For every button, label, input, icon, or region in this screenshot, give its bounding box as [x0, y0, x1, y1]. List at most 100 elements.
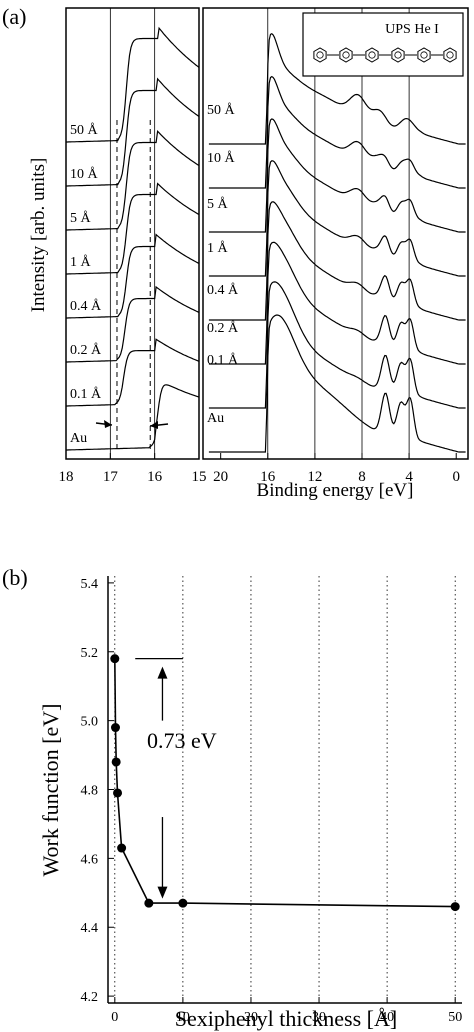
- left-y-label: Intensity [arb. units]: [28, 158, 49, 313]
- benzene-ring: [339, 47, 353, 63]
- benzene-ring: [391, 47, 405, 63]
- benzene-ring: [365, 47, 379, 63]
- b-data-point: [111, 757, 121, 767]
- b-y-label: Work function [eV]: [38, 704, 63, 877]
- right-series-label: 1 Å: [207, 240, 229, 256]
- left-curve: [66, 384, 200, 451]
- right-series-label: 50 Å: [207, 102, 236, 118]
- benzene-inner: [342, 51, 350, 59]
- left-series-labels: 50 Å 10 Å 5 Å 1 Å 0.4 Å 0.2 Å 0.1 Å Au: [70, 122, 102, 446]
- annotation-arrow-down-head: [157, 886, 168, 899]
- right-curve: [208, 32, 466, 145]
- left-tick-label: 18: [59, 469, 74, 485]
- b-data-point: [113, 788, 123, 798]
- b-data-point: [110, 723, 120, 733]
- left-curve: [66, 77, 200, 187]
- legend-frame: [302, 12, 464, 77]
- b-y-tick-label: 4.8: [81, 784, 99, 799]
- panel-label-a: (a): [2, 4, 26, 29]
- right-series-labels: 50 Å 10 Å 5 Å 1 Å 0.4 Å 0.2 Å 0.1 Å Au: [207, 102, 239, 426]
- benzene-inner: [316, 51, 324, 59]
- sexiphenyl-molecule-icon: [313, 47, 457, 63]
- benzene-inner: [420, 51, 428, 59]
- right-tick-label: 0: [452, 469, 460, 485]
- right-tick-label: 4: [405, 469, 413, 485]
- left-series-label: Au: [70, 431, 87, 446]
- right-tick-label: 8: [358, 469, 366, 485]
- panel-label-b: (b): [2, 565, 28, 590]
- b-series-line: [114, 658, 456, 908]
- b-x-tick-label: 20: [244, 1010, 258, 1025]
- b-data-point: [450, 902, 460, 912]
- left-curve: [66, 233, 200, 319]
- right-series-label: 0.2 Å: [207, 320, 239, 336]
- left-series-label: 5 Å: [70, 210, 92, 226]
- right-frame: [202, 7, 469, 460]
- right-series-label: Au: [207, 411, 224, 426]
- left-curve: [66, 26, 200, 143]
- left-curve: [66, 338, 200, 407]
- b-data-point: [144, 898, 154, 908]
- b-annotation-label: 0.73 eV: [147, 728, 217, 753]
- left-subpanel: 50 Å 10 Å 5 Å 1 Å 0.4 Å 0.2 Å 0.1 Å Au 18 17 16 15…: [28, 7, 207, 485]
- left-tick-label: 17: [103, 469, 119, 485]
- left-series-label: 0.2 Å: [70, 342, 102, 358]
- benzene-inner: [368, 51, 376, 59]
- right-curves: [208, 32, 466, 453]
- left-frame: [65, 7, 200, 460]
- right-series-label: 5 Å: [207, 196, 229, 212]
- annotation-arrow-up-head: [157, 666, 168, 679]
- b-x-tick-label: 10: [176, 1010, 190, 1025]
- right-tick-label: 12: [307, 469, 322, 485]
- b-y-tick-label: 5.4: [81, 577, 99, 592]
- left-curve: [66, 130, 200, 231]
- b-y-ticks: 4.2 4.4 4.6 4.8 5.0 5.2 5.4: [81, 577, 114, 1005]
- left-x-ticks: 18 17 16 15: [59, 453, 207, 485]
- b-y-tick-label: 5.0: [81, 715, 99, 730]
- right-tick-label: 16: [260, 469, 276, 485]
- b-data-point: [178, 898, 188, 908]
- b-data-point: [117, 843, 127, 853]
- right-curve: [208, 118, 466, 233]
- b-y-tick-label: 5.2: [81, 646, 99, 661]
- benzene-inner: [394, 51, 402, 59]
- b-y-tick-label: 4.6: [81, 852, 99, 867]
- left-series-label: 1 Å: [70, 254, 92, 270]
- right-curve: [208, 160, 466, 277]
- right-tick-label: 20: [213, 469, 228, 485]
- right-x-ticks: 20 16 12 8 4 0: [213, 453, 460, 485]
- left-curve: [66, 182, 200, 275]
- benzene-inner: [446, 51, 454, 59]
- right-curve: [208, 281, 466, 409]
- right-curve: [208, 241, 466, 365]
- right-x-label: Binding energy [eV]: [257, 480, 414, 501]
- b-x-tick-label: 40: [380, 1010, 394, 1025]
- benzene-ring: [313, 47, 327, 63]
- legend-box: UPS He I: [302, 12, 464, 77]
- right-curve: [208, 201, 466, 321]
- right-series-label: 10 Å: [207, 150, 236, 166]
- left-series-label: 0.1 Å: [70, 386, 102, 402]
- b-gridlines: [114, 576, 456, 1003]
- panel-b: 4.2 4.4 4.6 4.8 5.0 5.2 5.4 0 10 20 30 40 50 0.73 e…: [38, 576, 462, 1031]
- left-arrows: [95, 420, 169, 429]
- left-tick-label: 16: [147, 469, 163, 485]
- left-curves: [66, 26, 200, 451]
- benzene-ring: [443, 47, 457, 63]
- b-data-point: [110, 654, 120, 664]
- benzene-ring: [417, 47, 431, 63]
- b-x-tick-label: 50: [448, 1010, 462, 1025]
- right-subpanel: 50 Å 10 Å 5 Å 1 Å 0.4 Å 0.2 Å 0.1 Å Au 20 16 12 8 4…: [202, 7, 469, 501]
- b-annotation: [135, 657, 183, 899]
- b-y-tick-label: 4.2: [81, 990, 99, 1005]
- left-tick-label: 15: [192, 469, 207, 485]
- arrow-head-left: [104, 420, 112, 428]
- left-series-label: 10 Å: [70, 166, 99, 182]
- b-points: [110, 654, 460, 912]
- right-series-label: 0.4 Å: [207, 282, 239, 298]
- legend-title: UPS He I: [385, 22, 439, 37]
- right-series-label: 0.1 Å: [207, 352, 239, 368]
- left-curve: [66, 285, 200, 363]
- left-series-label: 50 Å: [70, 122, 99, 138]
